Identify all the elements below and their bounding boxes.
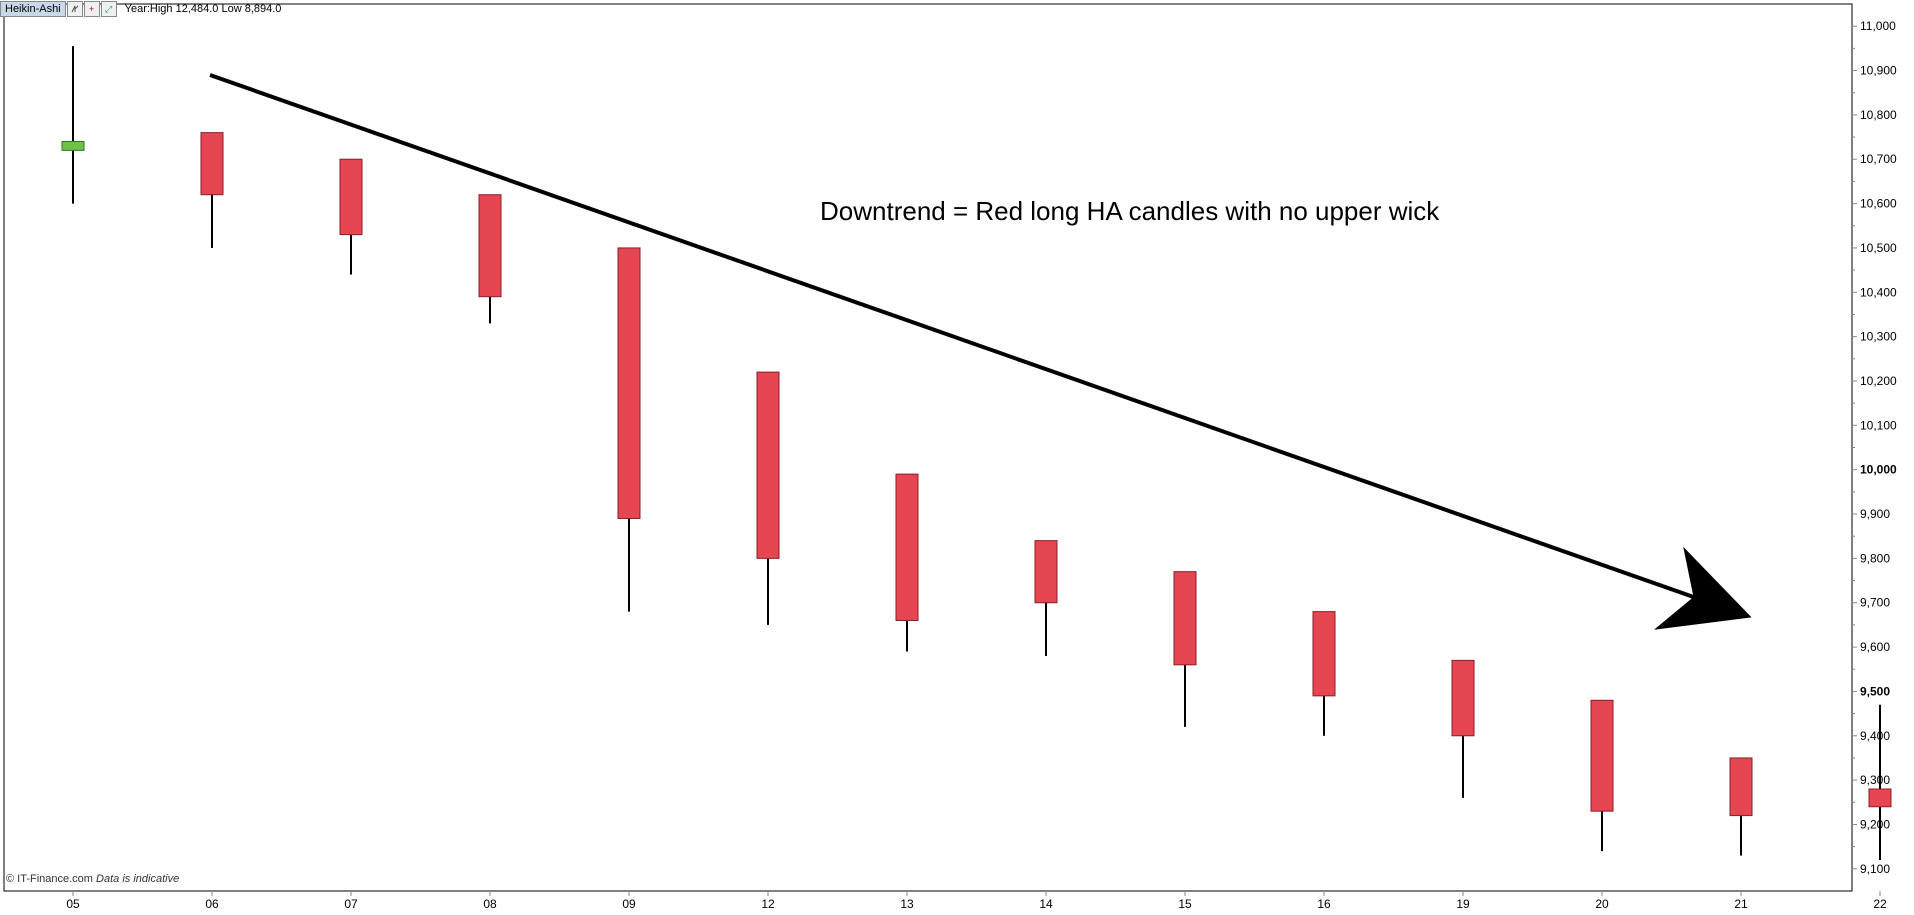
y-tick-label: 10,000 (1860, 463, 1897, 477)
y-tick-label: 10,300 (1860, 330, 1897, 344)
candlestick-chart: 11,000 10,900 10,800 10,700 10,600 10,500 10,4… (0, 0, 1914, 915)
indicator-label[interactable]: Heikin-Ashi (0, 1, 66, 17)
y-tick-label: 9,400 (1860, 729, 1890, 743)
y-tick-label: 10,500 (1860, 241, 1897, 255)
y-tick-label: 9,100 (1860, 862, 1890, 876)
x-tick-label: 20 (1595, 897, 1609, 911)
y-tick-label: 9,900 (1860, 507, 1890, 521)
x-tick-label: 22 (1873, 897, 1887, 911)
expand-icon[interactable]: ⤢ (101, 1, 117, 17)
y-tick-label: 10,900 (1860, 64, 1897, 78)
x-tick-label: 06 (205, 897, 219, 911)
y-tick-label: 10,700 (1860, 152, 1897, 166)
y-tick-label: 10,600 (1860, 197, 1897, 211)
x-tick-label: 07 (344, 897, 358, 911)
settings-icon[interactable] (67, 1, 83, 17)
x-tick-label: 13 (900, 897, 914, 911)
x-tick-label: 21 (1734, 897, 1748, 911)
y-tick-label: 9,800 (1860, 551, 1890, 565)
x-tick-label: 14 (1039, 897, 1053, 911)
annotation-text: Downtrend = Red long HA candles with no … (820, 196, 1440, 226)
y-tick-label: 9,200 (1860, 817, 1890, 831)
x-tick-label: 19 (1456, 897, 1470, 911)
y-tick-label: 9,600 (1860, 640, 1890, 654)
x-tick-label: 15 (1178, 897, 1192, 911)
year-high-low-text: Year:High 12,484.0 Low 8,894.0 (125, 3, 282, 15)
y-tick-label: 9,500 (1860, 684, 1890, 698)
footer-attribution: © IT-Finance.com Data is indicative (6, 873, 179, 885)
x-tick-label: 12 (761, 897, 775, 911)
y-tick-label: 9,300 (1860, 773, 1890, 787)
y-tick-label: 11,000 (1860, 19, 1896, 33)
disclaimer-text: Data is indicative (96, 873, 179, 885)
y-tick-label: 10,800 (1860, 108, 1897, 122)
x-tick-label: 16 (1317, 897, 1331, 911)
y-tick-label: 10,400 (1860, 285, 1897, 299)
x-tick-label: 08 (483, 897, 497, 911)
x-tick-label: 05 (66, 897, 80, 911)
x-tick-label: 09 (622, 897, 636, 911)
top-bar: Heikin-Ashi + ⤢ Year:High 12,484.0 Low 8… (0, 0, 281, 18)
copyright-text: © IT-Finance.com (6, 873, 93, 885)
y-tick-label: 9,700 (1860, 596, 1890, 610)
y-tick-label: 10,200 (1860, 374, 1897, 388)
plus-icon[interactable]: + (84, 1, 100, 17)
y-tick-label: 10,100 (1860, 418, 1897, 432)
